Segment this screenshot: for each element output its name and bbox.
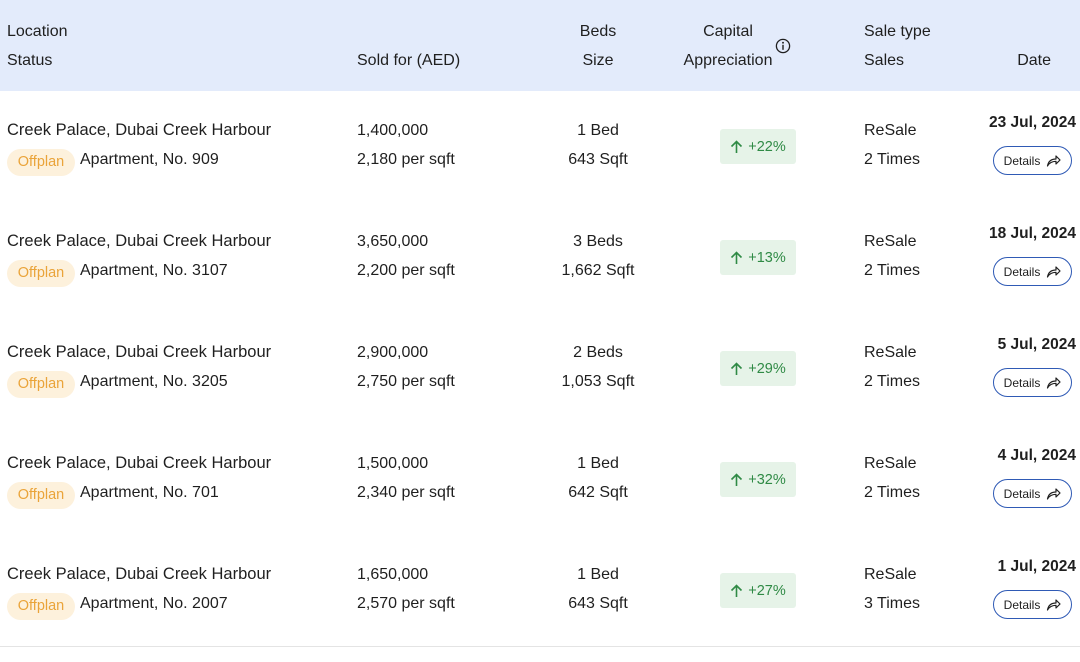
share-arrow-icon xyxy=(1047,599,1061,611)
share-arrow-icon xyxy=(1047,266,1061,278)
date-text: 4 Jul, 2024 xyxy=(997,447,1076,464)
sales-count: 2 Times xyxy=(864,151,921,168)
beds-text: 1 Bed xyxy=(577,566,619,583)
status-badge: Offplan xyxy=(7,371,75,398)
apartment-text: Apartment, No. 3205 xyxy=(80,373,228,390)
sale-type-text: ReSale xyxy=(864,122,917,139)
header-sold-for: Sold for (AED) xyxy=(357,52,461,69)
date-text: 5 Jul, 2024 xyxy=(997,336,1076,353)
appreciation-badge: +27% xyxy=(720,573,796,608)
sale-type-text: ReSale xyxy=(864,344,917,361)
appreciation-badge: +13% xyxy=(720,240,796,275)
share-arrow-icon xyxy=(1047,377,1061,389)
beds-text: 1 Bed xyxy=(577,122,619,139)
appreciation-badge: +29% xyxy=(720,351,796,386)
apartment-text: Apartment, No. 3107 xyxy=(80,262,228,279)
appreciation-badge: +22% xyxy=(720,129,796,164)
details-label: Details xyxy=(1003,486,1041,501)
price-per-sqft: 2,180 per sqft xyxy=(357,151,455,168)
size-text: 643 Sqft xyxy=(568,151,628,168)
details-label: Details xyxy=(1003,153,1041,168)
status-badge: Offplan xyxy=(7,593,75,620)
apartment-text: Apartment, No. 909 xyxy=(80,151,219,168)
arrow-up-icon xyxy=(731,139,743,153)
header-sales: Sales xyxy=(864,52,905,69)
location-text: Creek Palace, Dubai Creek Harbour xyxy=(7,121,272,139)
appreciation-value: +27% xyxy=(748,582,786,599)
price-text: 3,650,000 xyxy=(357,233,429,250)
size-text: 1,053 Sqft xyxy=(561,373,635,390)
price-text: 1,400,000 xyxy=(357,122,429,139)
size-text: 642 Sqft xyxy=(568,484,628,501)
sales-count: 2 Times xyxy=(864,484,921,501)
sales-count: 3 Times xyxy=(864,595,921,612)
price-per-sqft: 2,750 per sqft xyxy=(357,373,455,390)
apartment-text: Apartment, No. 2007 xyxy=(80,595,228,612)
table-row[interactable]: Creek Palace, Dubai Creek Harbour Offpla… xyxy=(0,535,1080,647)
details-label: Details xyxy=(1003,375,1041,390)
sale-type-text: ReSale xyxy=(864,455,917,472)
arrow-up-icon xyxy=(731,361,743,375)
details-button[interactable]: Details xyxy=(993,257,1072,286)
details-button[interactable]: Details xyxy=(993,368,1072,397)
appreciation-value: +22% xyxy=(748,138,786,155)
arrow-up-icon xyxy=(731,250,743,264)
table-row[interactable]: Creek Palace, Dubai Creek Harbour Offpla… xyxy=(0,202,1080,314)
details-label: Details xyxy=(1003,264,1041,279)
appreciation-value: +29% xyxy=(748,360,786,377)
beds-text: 1 Bed xyxy=(577,455,619,472)
sale-type-text: ReSale xyxy=(864,566,917,583)
header-location: Location xyxy=(7,23,68,40)
table-row[interactable]: Creek Palace, Dubai Creek Harbour Offpla… xyxy=(0,424,1080,536)
appreciation-value: +32% xyxy=(748,471,786,488)
share-arrow-icon xyxy=(1047,155,1061,167)
size-text: 1,662 Sqft xyxy=(561,262,635,279)
header-status: Status xyxy=(7,52,53,69)
price-per-sqft: 2,200 per sqft xyxy=(357,262,455,279)
arrow-up-icon xyxy=(731,472,743,486)
beds-text: 2 Beds xyxy=(573,344,623,361)
price-per-sqft: 2,340 per sqft xyxy=(357,484,455,501)
date-text: 1 Jul, 2024 xyxy=(997,558,1076,575)
share-arrow-icon xyxy=(1047,488,1061,500)
beds-text: 3 Beds xyxy=(573,233,623,250)
table-header: Location Status Sold for (AED) Beds Size… xyxy=(0,0,1080,92)
appreciation-badge: +32% xyxy=(720,462,796,497)
location-text: Creek Palace, Dubai Creek Harbour xyxy=(7,565,272,583)
table-row[interactable]: Creek Palace, Dubai Creek Harbour Offpla… xyxy=(0,313,1080,425)
date-text: 23 Jul, 2024 xyxy=(988,114,1076,131)
header-appreciation: Appreciation xyxy=(683,52,773,69)
sales-count: 2 Times xyxy=(864,373,921,390)
price-per-sqft: 2,570 per sqft xyxy=(357,595,455,612)
header-date: Date xyxy=(1017,52,1051,69)
price-text: 1,500,000 xyxy=(357,455,429,472)
apartment-text: Apartment, No. 701 xyxy=(80,484,219,501)
date-text: 18 Jul, 2024 xyxy=(988,225,1076,242)
details-button[interactable]: Details xyxy=(993,146,1072,175)
appreciation-value: +13% xyxy=(748,249,786,266)
location-text: Creek Palace, Dubai Creek Harbour xyxy=(7,454,272,472)
sale-type-text: ReSale xyxy=(864,233,917,250)
status-badge: Offplan xyxy=(7,149,75,176)
price-text: 2,900,000 xyxy=(357,344,429,361)
info-icon[interactable] xyxy=(775,38,791,54)
header-capital: Capital xyxy=(703,23,753,40)
details-button[interactable]: Details xyxy=(993,590,1072,619)
details-button[interactable]: Details xyxy=(993,479,1072,508)
location-text: Creek Palace, Dubai Creek Harbour xyxy=(7,232,272,250)
status-badge: Offplan xyxy=(7,482,75,509)
price-text: 1,650,000 xyxy=(357,566,429,583)
size-text: 643 Sqft xyxy=(568,595,628,612)
arrow-up-icon xyxy=(731,583,743,597)
details-label: Details xyxy=(1003,597,1041,612)
location-text: Creek Palace, Dubai Creek Harbour xyxy=(7,343,272,361)
table-row[interactable]: Creek Palace, Dubai Creek Harbour Offpla… xyxy=(0,91,1080,203)
sales-count: 2 Times xyxy=(864,262,921,279)
header-size: Size xyxy=(582,52,614,69)
header-sale-type: Sale type xyxy=(864,23,931,40)
status-badge: Offplan xyxy=(7,260,75,287)
header-beds: Beds xyxy=(579,23,617,40)
